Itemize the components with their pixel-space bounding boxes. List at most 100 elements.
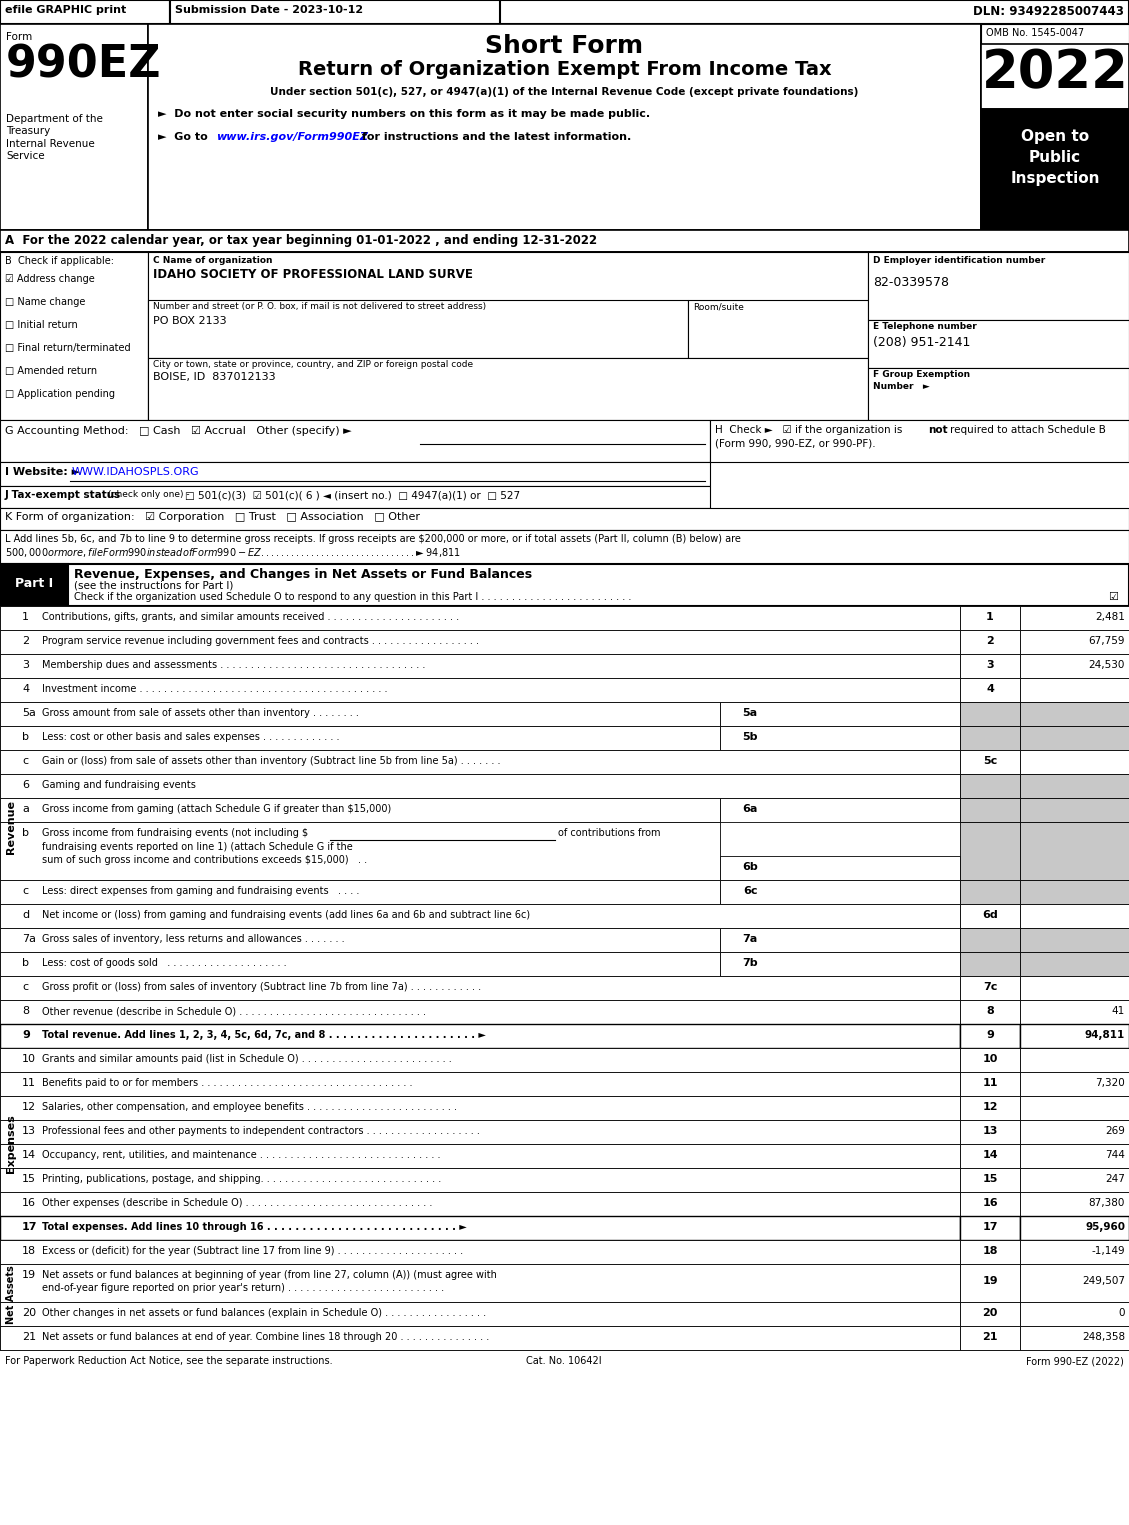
Bar [1019, 880, 1129, 904]
Text: □ Final return/terminated: □ Final return/terminated [5, 343, 131, 352]
Text: OMB No. 1545-0047: OMB No. 1545-0047 [986, 27, 1084, 38]
Text: 13: 13 [982, 1125, 998, 1136]
Text: 24,530: 24,530 [1088, 660, 1124, 669]
Text: (see the instructions for Part I): (see the instructions for Part I) [75, 581, 234, 592]
Bar [1019, 976, 1129, 1000]
Text: 7,320: 7,320 [1095, 1078, 1124, 1087]
Text: Other changes in net assets or fund balances (explain in Schedule O) . . . . . .: Other changes in net assets or fund bala… [42, 1308, 487, 1318]
Bar [148, 252, 868, 419]
Text: D Employer identification number: D Employer identification number [873, 256, 1045, 265]
Bar [960, 1193, 1019, 1215]
Bar [960, 630, 1019, 654]
Text: BOISE, ID  837012133: BOISE, ID 837012133 [154, 372, 275, 381]
Text: required to attach Schedule B: required to attach Schedule B [949, 425, 1106, 435]
Text: 990EZ: 990EZ [6, 44, 161, 87]
Bar [0, 1193, 960, 1215]
Text: Other expenses (describe in Schedule O) . . . . . . . . . . . . . . . . . . . . : Other expenses (describe in Schedule O) … [42, 1199, 432, 1208]
Text: Form 990-EZ (2022): Form 990-EZ (2022) [1026, 1356, 1124, 1366]
Text: sum of such gross income and contributions exceeds $15,000)   . .: sum of such gross income and contributio… [42, 856, 367, 865]
Text: H  Check ►   ☑ if the organization is: H Check ► ☑ if the organization is [715, 425, 905, 435]
Text: Net assets or fund balances at beginning of year (from line 27, column (A)) (mus: Net assets or fund balances at beginning… [42, 1270, 497, 1279]
Bar [981, 24, 1129, 44]
Text: C Name of organization: C Name of organization [154, 256, 272, 265]
Text: WWW.IDAHOSPLS.ORG: WWW.IDAHOSPLS.ORG [72, 467, 200, 477]
Bar [981, 108, 1129, 230]
Bar [0, 702, 720, 726]
Text: Gaming and fundraising events: Gaming and fundraising events [42, 779, 195, 790]
Bar [170, 0, 500, 24]
Text: □ 501(c)(3)  ☑ 501(c)( 6 ) ◄ (insert no.)  □ 4947(a)(1) or  □ 527: □ 501(c)(3) ☑ 501(c)( 6 ) ◄ (insert no.)… [185, 490, 520, 500]
Text: Benefits paid to or for members . . . . . . . . . . . . . . . . . . . . . . . . : Benefits paid to or for members . . . . … [42, 1078, 412, 1087]
Bar [0, 230, 1129, 252]
Text: 15: 15 [21, 1174, 36, 1183]
Text: Excess or (deficit) for the year (Subtract line 17 from line 9) . . . . . . . . : Excess or (deficit) for the year (Subtra… [42, 1246, 463, 1257]
Bar [1019, 1072, 1129, 1096]
Bar [148, 300, 688, 358]
Text: 2: 2 [986, 636, 994, 647]
Text: $500,000 or more, file Form 990 instead of Form 990-EZ . . . . . . . . . . . . .: $500,000 or more, file Form 990 instead … [5, 546, 461, 560]
Bar [960, 605, 1019, 630]
Text: 16: 16 [21, 1199, 36, 1208]
Bar [148, 24, 981, 230]
Text: 41: 41 [1112, 1006, 1124, 1016]
Bar [0, 419, 710, 462]
Text: ►  Do not enter social security numbers on this form as it may be made public.: ► Do not enter social security numbers o… [158, 108, 650, 119]
Bar [1019, 775, 1129, 798]
Bar [960, 726, 1019, 750]
Bar [960, 880, 1019, 904]
Bar [1019, 1193, 1129, 1215]
Text: Investment income . . . . . . . . . . . . . . . . . . . . . . . . . . . . . . . : Investment income . . . . . . . . . . . … [42, 685, 387, 694]
Text: 6d: 6d [982, 910, 998, 920]
Text: 248,358: 248,358 [1082, 1331, 1124, 1342]
Bar [720, 702, 960, 726]
Bar [710, 419, 1129, 462]
Text: 8: 8 [21, 1006, 29, 1016]
Bar [0, 775, 960, 798]
Text: 18: 18 [982, 1246, 998, 1257]
Text: Cat. No. 10642I: Cat. No. 10642I [526, 1356, 602, 1366]
Text: Professional fees and other payments to independent contractors . . . . . . . . : Professional fees and other payments to … [42, 1125, 480, 1136]
Bar [0, 462, 710, 486]
Text: F Group Exemption: F Group Exemption [873, 371, 970, 380]
Bar [1019, 630, 1129, 654]
Bar [0, 798, 720, 822]
Text: 5c: 5c [983, 756, 997, 766]
Text: d: d [21, 910, 29, 920]
Text: Occupancy, rent, utilities, and maintenance . . . . . . . . . . . . . . . . . . : Occupancy, rent, utilities, and maintena… [42, 1150, 440, 1161]
Text: c: c [21, 756, 28, 766]
Bar [0, 929, 720, 952]
Bar [0, 1023, 960, 1048]
Text: Gross income from gaming (attach Schedule G if greater than $15,000): Gross income from gaming (attach Schedul… [42, 804, 392, 814]
Text: For Paperwork Reduction Act Notice, see the separate instructions.: For Paperwork Reduction Act Notice, see … [5, 1356, 333, 1366]
Bar [1019, 654, 1129, 679]
Bar [1019, 952, 1129, 976]
Bar [1019, 702, 1129, 726]
Text: Part I: Part I [15, 576, 53, 590]
Text: end-of-year figure reported on prior year's return) . . . . . . . . . . . . . . : end-of-year figure reported on prior yea… [42, 1283, 444, 1293]
Bar [0, 904, 960, 929]
Text: (Form 990, 990-EZ, or 990-PF).: (Form 990, 990-EZ, or 990-PF). [715, 438, 876, 448]
Text: Grants and similar amounts paid (list in Schedule O) . . . . . . . . . . . . . .: Grants and similar amounts paid (list in… [42, 1054, 452, 1064]
Bar [1019, 1023, 1129, 1048]
Text: 0: 0 [1119, 1308, 1124, 1318]
Text: 18: 18 [21, 1246, 36, 1257]
Text: Gross sales of inventory, less returns and allowances . . . . . . .: Gross sales of inventory, less returns a… [42, 933, 344, 944]
Bar [960, 1240, 1019, 1264]
Text: □ Amended return: □ Amended return [5, 366, 97, 377]
Text: Other revenue (describe in Schedule O) . . . . . . . . . . . . . . . . . . . . .: Other revenue (describe in Schedule O) .… [42, 1006, 426, 1016]
Bar [0, 252, 148, 419]
Text: ►  Go to: ► Go to [158, 133, 211, 142]
Text: PO BOX 2133: PO BOX 2133 [154, 316, 227, 326]
Text: ☑: ☑ [1108, 592, 1118, 602]
Text: 7c: 7c [983, 982, 997, 991]
Bar [960, 952, 1019, 976]
Text: fundraising events reported on line 1) (attach Schedule G if the: fundraising events reported on line 1) (… [42, 842, 352, 852]
Bar [720, 952, 960, 976]
Text: Less: direct expenses from gaming and fundraising events   . . . .: Less: direct expenses from gaming and fu… [42, 886, 359, 897]
Bar [0, 1072, 960, 1096]
Text: 1: 1 [986, 612, 994, 622]
Text: 2: 2 [21, 636, 29, 647]
Text: 16: 16 [982, 1199, 998, 1208]
Text: Short Form: Short Form [485, 34, 644, 58]
Text: a: a [21, 804, 29, 814]
